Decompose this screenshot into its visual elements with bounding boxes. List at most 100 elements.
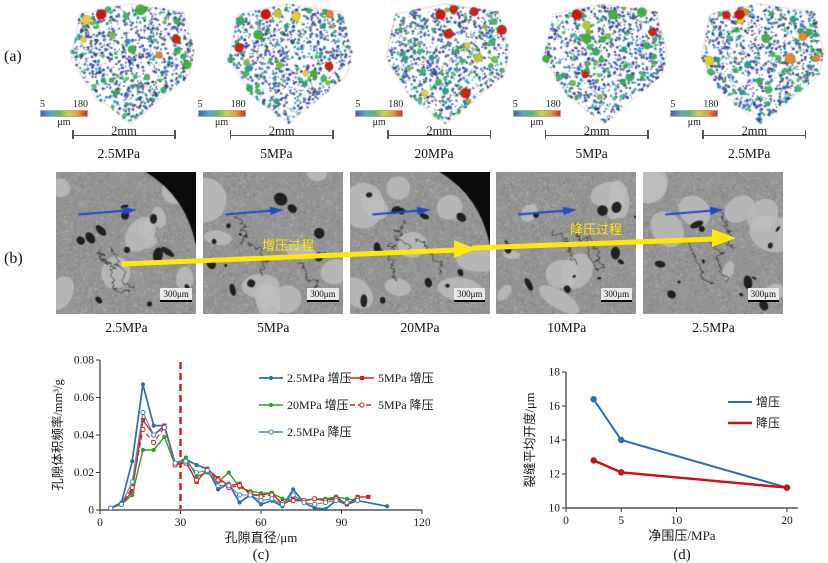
colorbar: 5 180 μm (670, 99, 719, 128)
data-marker (162, 434, 167, 439)
panel-a-letter: (a) (4, 48, 22, 65)
data-marker (290, 498, 296, 504)
colorbar-max: 180 (230, 99, 246, 110)
chart-text: 12 (549, 469, 561, 481)
data-marker (194, 462, 199, 468)
scale-bar-label: 2mm (111, 124, 137, 138)
data-marker (279, 501, 286, 507)
colorbar-gradient (197, 110, 246, 117)
data-marker (108, 505, 114, 511)
pressure-label: 2.5MPa (97, 146, 140, 161)
data-marker (312, 501, 318, 507)
data-marker (344, 496, 349, 501)
panel-b-item-4: 300μm 10MPa (496, 172, 637, 340)
colorbar-unit: μm (215, 117, 229, 128)
chart-text: 16 (549, 401, 561, 413)
data-marker (215, 477, 221, 483)
data-marker (130, 489, 135, 494)
pressure-label: 2.5MPa (727, 146, 771, 161)
data-marker (130, 459, 135, 464)
pressure-label: 10MPa (547, 320, 587, 335)
data-marker (291, 487, 296, 492)
data-marker (333, 498, 339, 504)
chart-text: 0 (97, 517, 103, 529)
scale-bar-line (72, 130, 176, 139)
data-marker (258, 498, 264, 504)
scale-bar-2mm: 2mm (702, 124, 807, 139)
chart-text: 裂缝平均开度/μm (522, 392, 537, 487)
chart-text: 2.5MPa 增压 (287, 371, 352, 385)
data-marker (301, 499, 307, 506)
data-marker (140, 417, 146, 423)
chart-text: 18 (549, 367, 561, 379)
data-marker (140, 426, 146, 432)
colorbar-unit: μm (57, 117, 71, 128)
series-line (110, 435, 358, 509)
data-marker (140, 409, 146, 416)
chart-text: 30 (175, 517, 187, 529)
chart-text: 10 (671, 515, 683, 527)
axes (565, 372, 798, 509)
colorbar-max: 180 (545, 99, 561, 110)
panel-b-item-3: 300μm 20MPa (349, 172, 491, 340)
colorbar-min: 5 (355, 99, 361, 110)
panel-a-item-3: 5 180 μm 2mm 20MPa (355, 2, 514, 168)
chart-text: 降压 (756, 416, 780, 430)
colorbar-unit: μm (687, 117, 701, 128)
data-marker (258, 502, 264, 507)
scale-bar-line (544, 130, 649, 139)
scale-bar-label: 2mm (583, 124, 610, 138)
colorbar-max: 180 (388, 99, 404, 110)
pore-3d-render (696, 2, 828, 126)
chart-text: 孔隙体积频率/mm³/g (50, 379, 65, 491)
data-marker (783, 484, 791, 491)
pressure-label: 2.5MPa (105, 320, 148, 335)
chart-text: 0.04 (74, 430, 94, 442)
data-marker (385, 504, 390, 509)
chart-text: 120 (413, 517, 431, 529)
chart-text: 0 (88, 505, 94, 517)
data-marker (269, 496, 275, 502)
data-marker (590, 396, 597, 403)
pressure-label: 5MPa (575, 146, 608, 161)
colorbar: 5 180 μm (512, 99, 561, 128)
panel-b-item-2: 300μm 5MPa (202, 172, 344, 340)
panel-b-row: 300μm 2.5MPa 300μm 5MPa 300μm 20MPa 300μ… (56, 172, 784, 340)
pore-3d-render (66, 2, 198, 126)
pressure-label: 5MPa (260, 146, 293, 161)
pore-3d-render (381, 2, 514, 126)
data-marker (618, 436, 625, 444)
chart-text: 5 (618, 515, 624, 527)
chart-text: 0.02 (74, 467, 94, 479)
colorbar-min: 5 (670, 99, 676, 110)
data-marker (290, 492, 296, 498)
panel-a-item-1: 5 180 μm 2mm 2.5MPa (40, 2, 198, 168)
colorbar: 5 180 μm (40, 100, 88, 128)
chart-text: 20 (781, 515, 793, 527)
data-marker (151, 439, 157, 446)
scale-bar-2mm: 2mm (387, 124, 492, 139)
data-marker (140, 382, 146, 387)
chart-text: (d) (673, 547, 691, 563)
data-marker (183, 455, 188, 460)
data-marker (140, 447, 146, 453)
data-marker (590, 457, 597, 464)
chart-text: 0.06 (74, 392, 94, 404)
colorbar-min: 5 (40, 99, 45, 110)
scale-bar-2mm: 2mm (229, 124, 334, 139)
data-marker (130, 492, 135, 498)
data-marker (312, 496, 318, 502)
data-marker (183, 458, 189, 464)
pressure-label: 5MPa (257, 320, 290, 335)
colorbar-max: 180 (703, 99, 719, 110)
panel-b-item-5: 300μm 2.5MPa (643, 172, 784, 340)
data-marker (226, 483, 232, 489)
colorbar-gradient (512, 110, 561, 117)
pressure-label: 20MPa (414, 146, 454, 161)
data-marker (236, 483, 243, 489)
chart-text: 14 (549, 435, 561, 447)
data-marker (118, 501, 125, 507)
scale-bar-300um: 300μm (600, 288, 633, 302)
